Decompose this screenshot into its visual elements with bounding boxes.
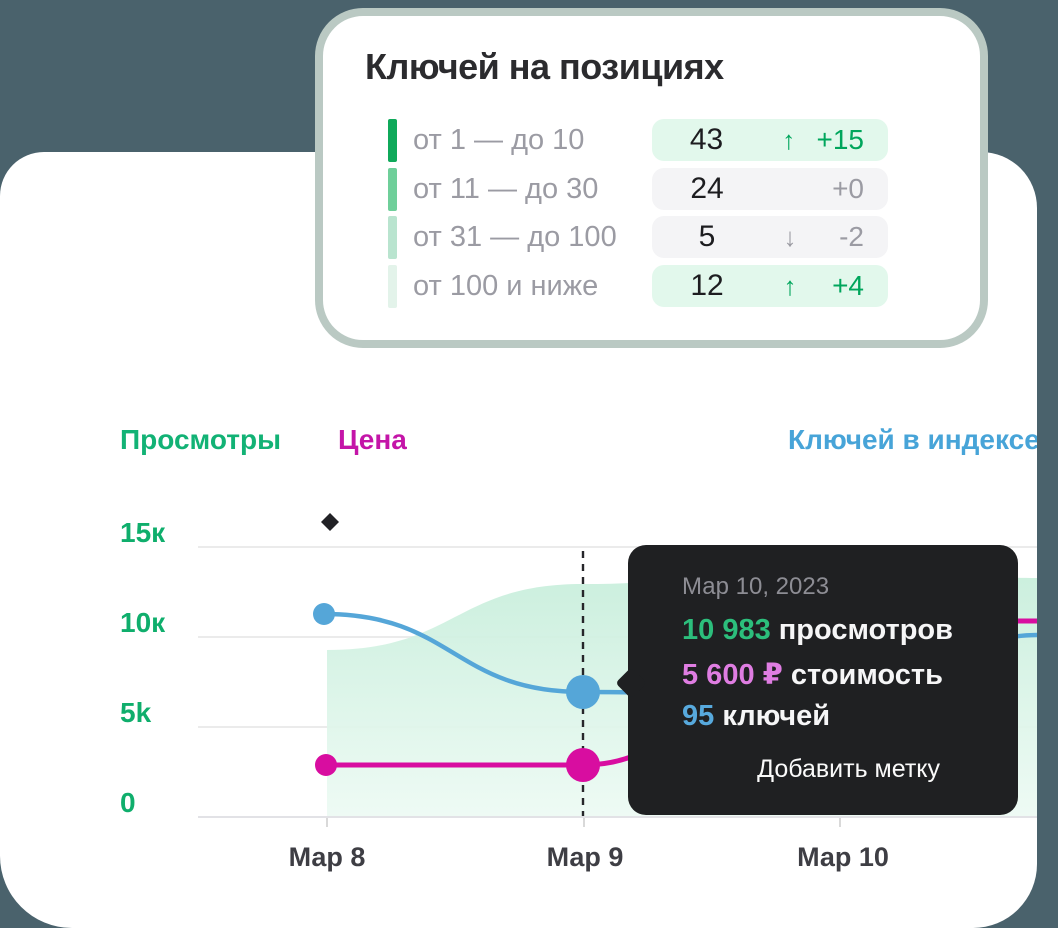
x-axis-label-mar9: Мар 9	[546, 842, 624, 872]
tooltip-keys-row: 95 ключей	[682, 700, 830, 733]
range-delta: +15	[816, 124, 865, 155]
range-stats-pill: 24 +0	[652, 168, 888, 210]
x-axis-label-mar10: Мар 10	[797, 842, 889, 872]
range-stats-pill: 5 ↓ -2	[652, 216, 888, 258]
range-color-bar	[388, 168, 397, 211]
tooltip-price-value: 5 600 ₽	[682, 659, 783, 691]
range-label: от 11 — до 30	[413, 173, 599, 205]
position-row-31-100: от 31 — до 100 5 ↓ -2	[388, 216, 968, 259]
position-row-11-30: от 11 — до 30 24 +0	[388, 168, 968, 211]
range-label: от 1 — до 10	[413, 124, 585, 156]
range-delta: +0	[832, 173, 864, 204]
tooltip-keys-value: 95	[682, 700, 715, 732]
tooltip-keys-unit: ключей	[714, 700, 831, 732]
trend-up-icon: ↑	[783, 270, 797, 301]
range-label: от 100 и ниже	[413, 270, 599, 302]
y-axis-label-10k: 10к	[120, 607, 166, 638]
trend-up-icon: ↑	[782, 124, 796, 155]
y-axis-label-5k: 5k	[120, 697, 152, 728]
tooltip-views-value: 10 983	[682, 614, 771, 646]
position-row-1-10: от 1 — до 10 43 ↑ +15	[388, 119, 968, 162]
range-color-bar	[388, 119, 397, 162]
range-delta: -2	[839, 221, 864, 252]
position-row-100-below: от 100 и ниже 12 ↑ +4	[388, 265, 968, 308]
keys-positions-card: Ключей на позициях от 1 — до 10 43 ↑ +15…	[315, 8, 988, 348]
y-axis-label-15k: 15к	[120, 517, 166, 548]
range-value: 43	[689, 123, 724, 156]
range-value: 12	[690, 269, 724, 302]
legend-item-keys-in-index[interactable]: Ключей в индексе	[788, 424, 1037, 455]
range-stats-pill: 12 ↑ +4	[652, 265, 888, 307]
range-value: 24	[690, 172, 724, 205]
range-stats-pill: 43 ↑ +15	[652, 119, 888, 161]
range-value: 5	[698, 220, 716, 253]
tooltip-price-unit: стоимость	[782, 659, 943, 691]
range-color-bar	[388, 265, 397, 308]
tooltip-views-row: 10 983 просмотров	[682, 614, 953, 647]
trend-down-icon: ↓	[783, 221, 797, 252]
y-axis-label-0: 0	[120, 787, 136, 818]
add-mark-button[interactable]: Добавить метку	[757, 755, 940, 783]
card-title: Ключей на позициях	[365, 46, 724, 87]
range-label: от 31 — до 100	[413, 221, 617, 253]
legend-item-views[interactable]: Просмотры	[120, 424, 282, 455]
tooltip-views-unit: просмотров	[770, 614, 953, 646]
x-axis-label-mar8: Мар 8	[288, 842, 366, 872]
range-color-bar	[388, 216, 397, 259]
chart-tooltip: Мар 10, 2023 10 983 просмотров 5 600 ₽ с…	[615, 545, 1018, 815]
legend-item-price[interactable]: Цена	[338, 424, 407, 455]
range-delta: +4	[832, 270, 864, 301]
tooltip-price-row: 5 600 ₽ стоимость	[682, 657, 943, 692]
tooltip-date: Мар 10, 2023	[682, 573, 830, 600]
